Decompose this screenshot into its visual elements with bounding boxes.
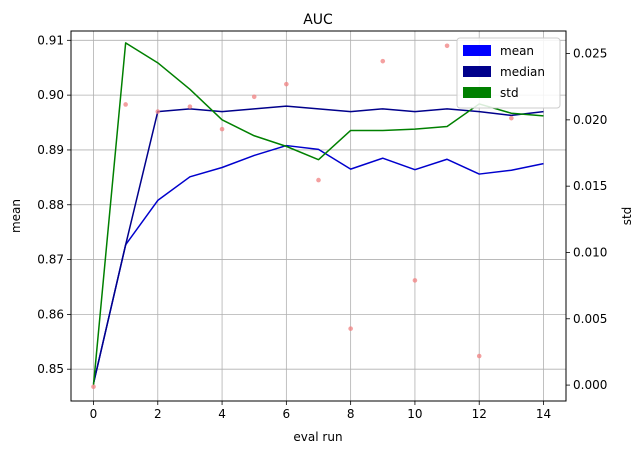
legend-label: median — [500, 65, 545, 79]
scatter-point — [91, 384, 96, 390]
scatter-point — [123, 102, 128, 107]
legend-swatch — [463, 45, 491, 56]
series-line-std — [92, 42, 544, 386]
y2-tick-label: 0.000 — [573, 378, 607, 392]
chart-title: AUC — [303, 12, 333, 28]
scatter-point — [284, 81, 289, 87]
scatter-point — [444, 43, 450, 49]
x-tick-label: 12 — [472, 407, 487, 421]
y-axis-mean: 0.85 0.86 0.87 0.88 0.89 0.90 0.91 — [37, 33, 71, 376]
y-tick-label: 0.89 — [37, 143, 64, 157]
y-tick-label: 0.87 — [37, 253, 64, 267]
scatter-point — [155, 109, 161, 114]
y2-tick-label: 0.005 — [573, 312, 607, 326]
scatter-point — [380, 58, 386, 64]
y-tick-label: 0.90 — [37, 88, 64, 102]
scatter-point — [251, 94, 257, 100]
y-axis-std: 0.000 0.005 0.010 0.015 0.020 0.025 — [566, 47, 607, 392]
series-line-mean — [92, 144, 544, 384]
plot-frame — [70, 30, 567, 402]
scatter-point — [219, 126, 225, 132]
series-layer — [91, 42, 544, 390]
scatter-point — [316, 177, 321, 183]
y2-tick-label: 0.015 — [573, 179, 607, 193]
y-axis-label: mean — [9, 199, 23, 233]
x-tick-label: 4 — [218, 407, 226, 421]
legend-label: mean — [500, 44, 534, 58]
x-tick-label: 14 — [536, 407, 551, 421]
y-tick-label: 0.85 — [37, 362, 64, 376]
x-tick-label: 2 — [154, 407, 162, 421]
x-tick-label: 10 — [407, 407, 422, 421]
scatter-point — [187, 104, 193, 109]
y-tick-label: 0.88 — [37, 198, 64, 212]
x-tick-label: 0 — [90, 407, 98, 421]
x-tick-label: 6 — [283, 407, 291, 421]
scatter-point — [476, 353, 482, 359]
legend: mean median std — [456, 37, 561, 109]
x-tick-label: 8 — [347, 407, 355, 421]
series-line-median — [92, 105, 544, 384]
legend-label: std — [500, 86, 519, 100]
y2-tick-label: 0.020 — [573, 113, 607, 127]
y2-axis-label: std — [620, 207, 634, 226]
x-axis: 0 2 4 6 8 10 12 14 — [90, 401, 551, 421]
y-tick-label: 0.86 — [37, 307, 64, 321]
scatter-point — [412, 278, 418, 283]
y2-tick-label: 0.025 — [573, 47, 607, 61]
legend-swatch — [463, 66, 491, 77]
scatter-point — [509, 115, 514, 121]
legend-swatch — [463, 87, 491, 98]
y2-tick-label: 0.010 — [573, 245, 607, 259]
x-axis-label: eval run — [293, 430, 342, 444]
scatter-point — [348, 326, 353, 331]
y-tick-label: 0.91 — [37, 33, 64, 47]
